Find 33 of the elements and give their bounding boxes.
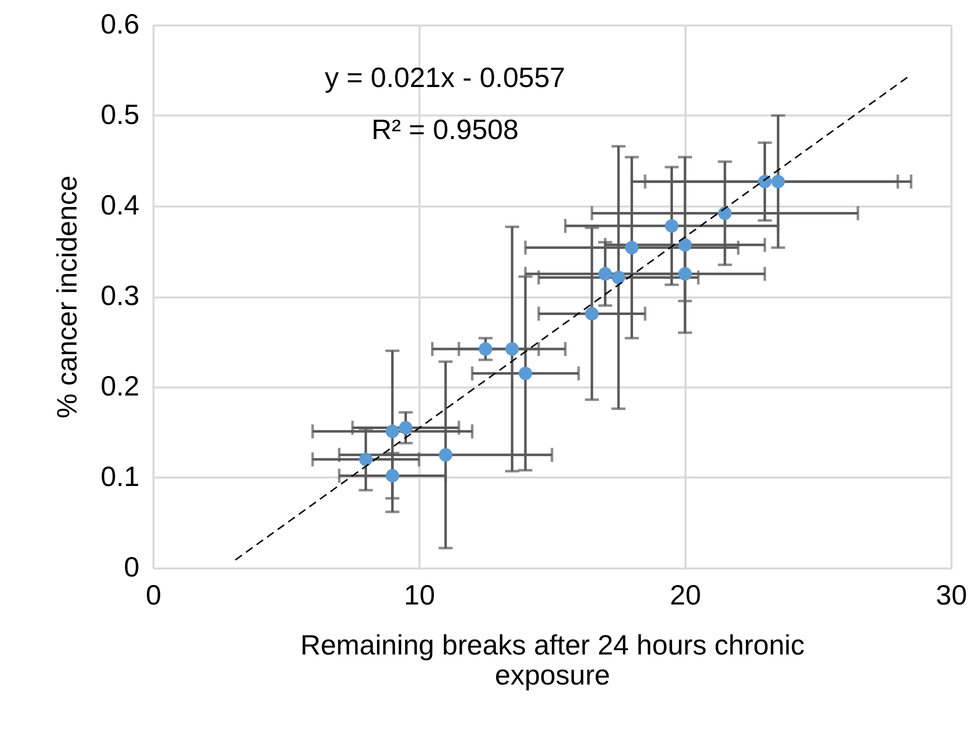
point [771,174,785,188]
point [664,219,678,233]
point [598,267,612,281]
point [359,452,373,466]
point [505,342,519,356]
x-tick-label: 10 [404,580,436,610]
point [758,174,772,188]
point [478,342,492,356]
annotation: R² = 0.9508 [371,114,519,145]
point [386,468,400,482]
y-tick-label: 0.6 [100,8,140,40]
x-tick-label: 30 [936,580,968,610]
x-axis-title: Remaining breaks after 24 hours chronic exposure [300,630,805,690]
point [678,267,692,281]
point [678,238,692,252]
point [438,448,452,462]
y-tick-label: 0.4 [100,190,140,220]
y-tick-label: 0 [124,552,140,582]
point [718,206,732,220]
y-tick-label: 0.2 [100,370,140,402]
point [386,424,400,438]
point [585,307,599,320]
point [625,240,639,254]
point [518,366,532,380]
point [398,421,412,434]
y-axis-title: % cancer incidence [52,176,83,418]
annotation: y = 0.021x - 0.0557 [324,62,566,93]
point [612,270,626,284]
y-tick-label: 0.5 [100,99,140,130]
y-tick-label: 0.3 [100,280,140,311]
x-tick-label: 0 [146,580,162,610]
y-tick-label: 0.1 [100,461,140,492]
x-tick-label: 20 [670,580,702,610]
